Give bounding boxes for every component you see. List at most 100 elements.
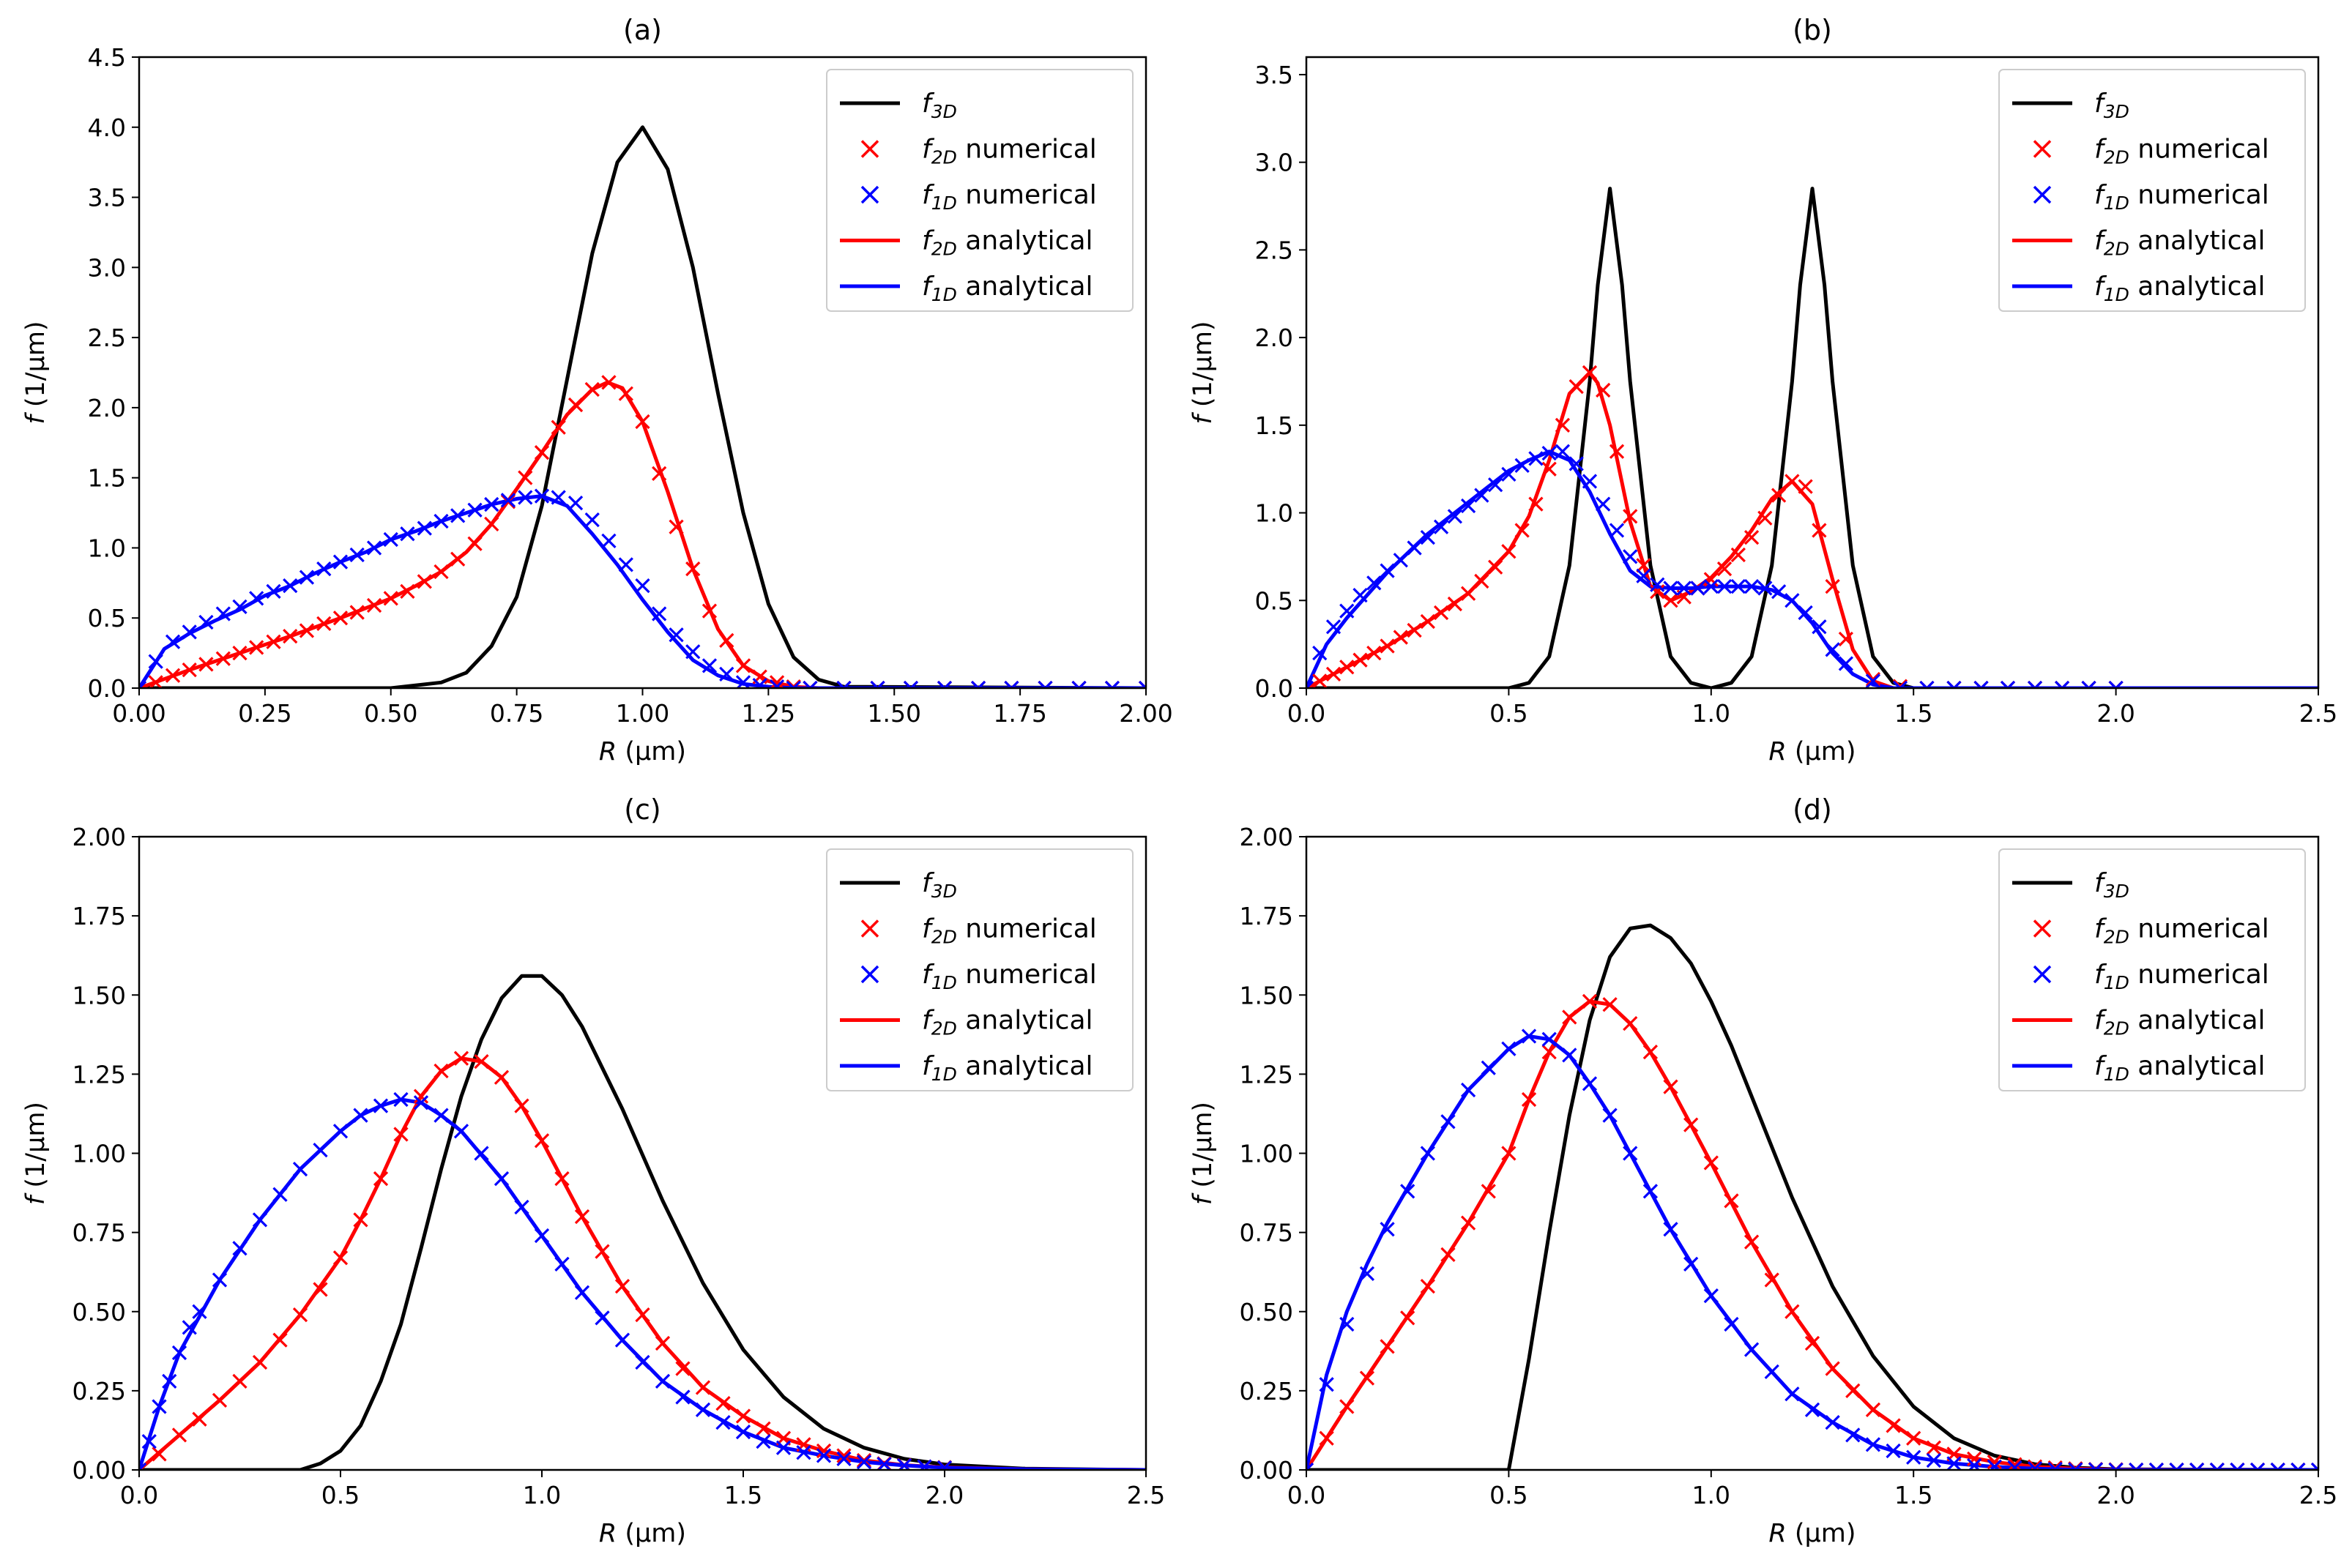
data-point: [1642, 1044, 1659, 1060]
data-point: [595, 1244, 610, 1259]
y-tick-label: 1.00: [72, 1140, 126, 1168]
data-point: [1785, 474, 1800, 489]
data-point: [1555, 444, 1571, 459]
data-point: [1004, 680, 1019, 688]
data-point: [400, 583, 415, 599]
data-point: [1845, 1383, 1861, 1399]
data-point: [1440, 1247, 1456, 1263]
data-point: [1690, 580, 1705, 596]
data-point: [715, 1396, 731, 1411]
data-point: [1663, 593, 1678, 608]
data-point: [413, 1089, 429, 1104]
data-point: [701, 658, 718, 673]
data-point: [1771, 584, 1787, 600]
x-tick-label: 2.00: [1119, 699, 1172, 728]
y-tick-label: 0.00: [72, 1456, 126, 1485]
x-tick-label: 0.5: [1489, 699, 1527, 728]
data-point: [353, 1108, 368, 1123]
data-point: [1703, 572, 1719, 587]
data-point: [1380, 638, 1395, 654]
data-point: [584, 512, 600, 528]
data-point: [1785, 1304, 1800, 1319]
data-point: [232, 1241, 248, 1256]
plot-area: [139, 974, 1146, 1470]
data-point: [1541, 1031, 1557, 1047]
data-point: [1602, 997, 1618, 1012]
series-line-1: [139, 974, 1146, 1470]
y-tick-label: 1.0: [1255, 499, 1293, 528]
y-tick-label: 0.00: [1240, 1456, 1293, 1485]
data-point: [635, 578, 650, 594]
data-point: [192, 1411, 207, 1427]
legend-marker-3: [2033, 185, 2052, 204]
data-point: [1447, 596, 1463, 612]
data-point: [139, 680, 147, 688]
data-point: [232, 645, 248, 661]
y-tick-label: 4.5: [88, 43, 126, 72]
data-point: [534, 488, 550, 504]
data-point: [1812, 523, 1827, 538]
data-point: [1501, 466, 1516, 482]
x-axis-label: R (μm): [1768, 1519, 1856, 1548]
data-point: [383, 531, 398, 548]
series-line-2: [139, 380, 1146, 688]
chart-panel-1: (a) 0.00 0.25 0.50 0.75 1.00 1.25 1.50 1.75 2.00 0…: [21, 14, 1173, 766]
data-point: [2249, 1462, 2266, 1470]
data-point: [1865, 673, 1881, 688]
data-point: [1352, 587, 1368, 603]
data-point: [1812, 619, 1827, 635]
data-point: [937, 680, 953, 688]
legend-marker-2: [860, 919, 879, 938]
data-point: [1312, 645, 1328, 661]
data-point: [1966, 1451, 1982, 1466]
data-point: [1460, 586, 1476, 601]
data-point: [1407, 622, 1422, 638]
legend-marker-2: [2033, 919, 2052, 938]
data-point: [2290, 1462, 2306, 1470]
data-point: [584, 381, 600, 397]
data-point: [2000, 680, 2016, 688]
data-point: [1743, 1342, 1760, 1357]
data-point: [836, 1448, 852, 1463]
data-point: [1420, 1279, 1435, 1294]
y-tick-label: 1.75: [72, 902, 126, 930]
data-point: [232, 1373, 248, 1389]
data-point: [1730, 547, 1746, 563]
data-point: [1785, 1386, 1800, 1402]
data-point: [1865, 1437, 1881, 1452]
data-point: [500, 493, 516, 508]
series-line-2: [139, 1056, 1146, 1470]
data-point: [514, 1098, 529, 1113]
legend-box: [1998, 848, 2306, 1091]
data-point: [1683, 1256, 1699, 1272]
chart-panel-3: (c) 0.0 0.5 1.0 1.5 2.0 2.5 0.00 0.25 0.50 0.75 1.0…: [21, 794, 1165, 1548]
legend-label-2: f2D numerical: [2094, 914, 2269, 948]
data-point: [1825, 1361, 1840, 1376]
data-point: [1528, 451, 1544, 466]
data-point: [1886, 1443, 1901, 1459]
data-point: [1514, 458, 1530, 474]
data-point: [152, 1446, 167, 1462]
data-point: [148, 654, 163, 669]
data-point: [1568, 379, 1584, 395]
x-tick-label: 0.50: [364, 699, 417, 728]
data-point: [1433, 519, 1449, 534]
data-point: [232, 599, 248, 615]
data-point: [601, 533, 617, 548]
data-point: [332, 554, 349, 570]
y-tick-label: 0.5: [1255, 586, 1293, 615]
data-point: [1400, 1310, 1415, 1326]
data-point: [2108, 680, 2124, 688]
x-tick-label: 1.75: [993, 699, 1046, 728]
data-point: [182, 624, 197, 640]
data-point: [735, 675, 751, 688]
data-point: [1582, 474, 1598, 489]
data-point: [1730, 578, 1746, 594]
data-point: [551, 490, 566, 505]
data-point: [518, 470, 533, 485]
data-point: [1460, 1215, 1476, 1231]
data-point: [1352, 652, 1368, 668]
data-point: [614, 1279, 630, 1294]
data-point: [1743, 529, 1760, 545]
data-point: [1886, 1418, 1901, 1433]
